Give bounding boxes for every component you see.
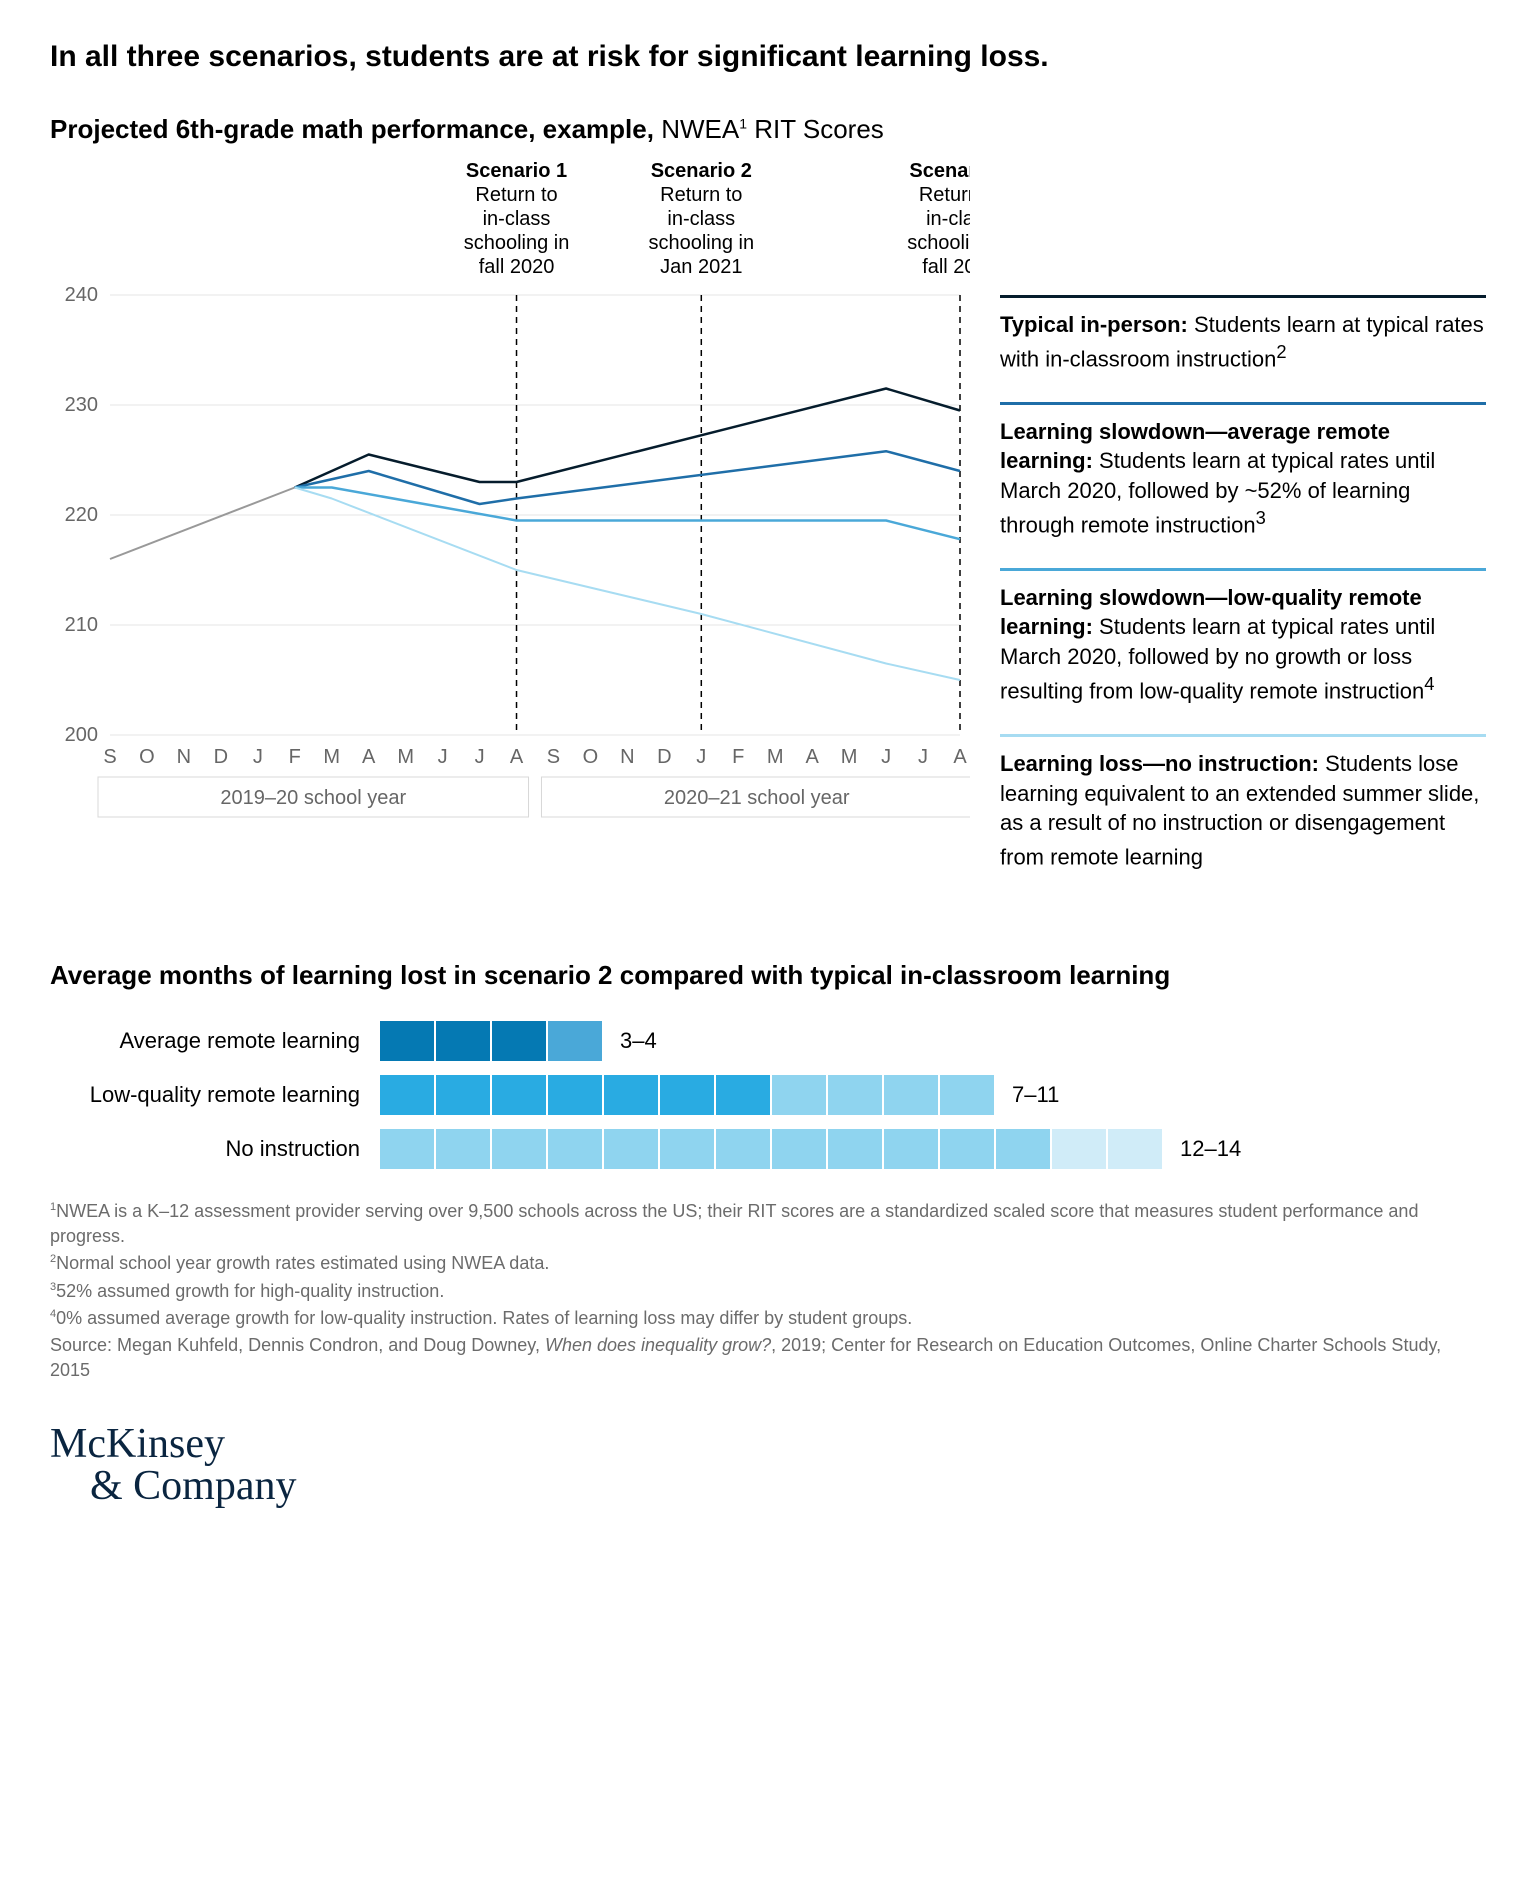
bar-chart: Average remote learning 3–4 Low-quality re… — [50, 1021, 1486, 1169]
svg-text:in-class: in-class — [926, 208, 970, 230]
bar-label: Average remote learning — [50, 1028, 380, 1054]
svg-text:J: J — [881, 746, 891, 768]
legend: Typical in-person: Students learn at typ… — [1000, 155, 1486, 900]
bar-track — [380, 1021, 604, 1061]
bar-row: Average remote learning 3–4 — [50, 1021, 1486, 1061]
svg-text:220: 220 — [65, 504, 98, 526]
svg-text:schooling in: schooling in — [648, 232, 754, 254]
svg-text:J: J — [253, 746, 263, 768]
svg-text:M: M — [841, 746, 858, 768]
svg-text:240: 240 — [65, 284, 98, 306]
svg-text:A: A — [510, 746, 524, 768]
footnotes: 1NWEA is a K–12 assessment provider serv… — [50, 1199, 1486, 1383]
svg-text:Scenario 3: Scenario 3 — [909, 160, 970, 182]
svg-text:S: S — [103, 746, 116, 768]
bar-track — [380, 1129, 1164, 1169]
svg-text:J: J — [475, 746, 485, 768]
svg-text:N: N — [620, 746, 634, 768]
svg-text:in-class: in-class — [667, 208, 735, 230]
line-chart: 200210220230240SONDJFMAMJJASONDJFMAMJJA2… — [50, 155, 970, 900]
svg-text:M: M — [397, 746, 414, 768]
svg-text:Return to: Return to — [919, 184, 970, 206]
svg-text:F: F — [732, 746, 744, 768]
legend-item: Typical in-person: Students learn at typ… — [1000, 295, 1486, 402]
page-title: In all three scenarios, students are at … — [50, 40, 1486, 74]
svg-text:210: 210 — [65, 614, 98, 636]
footnote: 352% assumed growth for high-quality ins… — [50, 1279, 1486, 1304]
bar-track — [380, 1075, 996, 1115]
svg-text:fall 2020: fall 2020 — [479, 256, 555, 278]
svg-text:J: J — [696, 746, 706, 768]
svg-text:F: F — [289, 746, 301, 768]
svg-text:2020–21 school year: 2020–21 school year — [664, 787, 850, 809]
svg-text:2019–20 school year: 2019–20 school year — [220, 787, 406, 809]
footnote: 2Normal school year growth rates estimat… — [50, 1251, 1486, 1276]
footnote: 40% assumed average growth for low-quali… — [50, 1306, 1486, 1331]
svg-text:200: 200 — [65, 724, 98, 746]
source-line: Source: Megan Kuhfeld, Dennis Condron, a… — [50, 1333, 1486, 1383]
bar-value: 12–14 — [1164, 1136, 1241, 1162]
svg-text:M: M — [767, 746, 784, 768]
svg-text:Scenario 2: Scenario 2 — [651, 160, 752, 182]
bar-row: Low-quality remote learning 7–11 — [50, 1075, 1486, 1115]
bar-label: No instruction — [50, 1136, 380, 1162]
bar-value: 7–11 — [996, 1082, 1059, 1108]
svg-text:D: D — [657, 746, 671, 768]
svg-text:N: N — [177, 746, 191, 768]
legend-item: Learning slowdown—average remote learnin… — [1000, 402, 1486, 568]
svg-text:M: M — [323, 746, 340, 768]
svg-text:S: S — [547, 746, 560, 768]
svg-text:Scenario 1: Scenario 1 — [466, 160, 567, 182]
svg-text:J: J — [438, 746, 448, 768]
svg-text:O: O — [583, 746, 599, 768]
footnote: 1NWEA is a K–12 assessment provider serv… — [50, 1199, 1486, 1249]
legend-item: Learning slowdown—low-quality remote lea… — [1000, 568, 1486, 734]
line-chart-svg: 200210220230240SONDJFMAMJJASONDJFMAMJJA2… — [50, 155, 970, 835]
bar-chart-title: Average months of learning lost in scena… — [50, 960, 1486, 991]
svg-text:A: A — [806, 746, 820, 768]
svg-text:schooling in: schooling in — [907, 232, 970, 254]
svg-text:Jan 2021: Jan 2021 — [660, 256, 742, 278]
svg-text:A: A — [953, 746, 967, 768]
chart-subtitle: Projected 6th-grade math performance, ex… — [50, 114, 1486, 145]
mckinsey-logo: McKinsey & Company — [50, 1423, 1486, 1507]
bar-value: 3–4 — [604, 1028, 657, 1054]
svg-text:in-class: in-class — [483, 208, 551, 230]
svg-text:fall 2021: fall 2021 — [922, 256, 970, 278]
svg-text:schooling in: schooling in — [464, 232, 570, 254]
svg-text:D: D — [214, 746, 228, 768]
legend-item: Learning loss—no instruction: Students l… — [1000, 734, 1486, 900]
svg-text:230: 230 — [65, 394, 98, 416]
svg-text:A: A — [362, 746, 376, 768]
svg-text:Return to: Return to — [660, 184, 742, 206]
svg-text:J: J — [918, 746, 928, 768]
svg-text:O: O — [139, 746, 155, 768]
bar-label: Low-quality remote learning — [50, 1082, 380, 1108]
svg-text:Return to: Return to — [475, 184, 557, 206]
bar-row: No instruction 12–14 — [50, 1129, 1486, 1169]
